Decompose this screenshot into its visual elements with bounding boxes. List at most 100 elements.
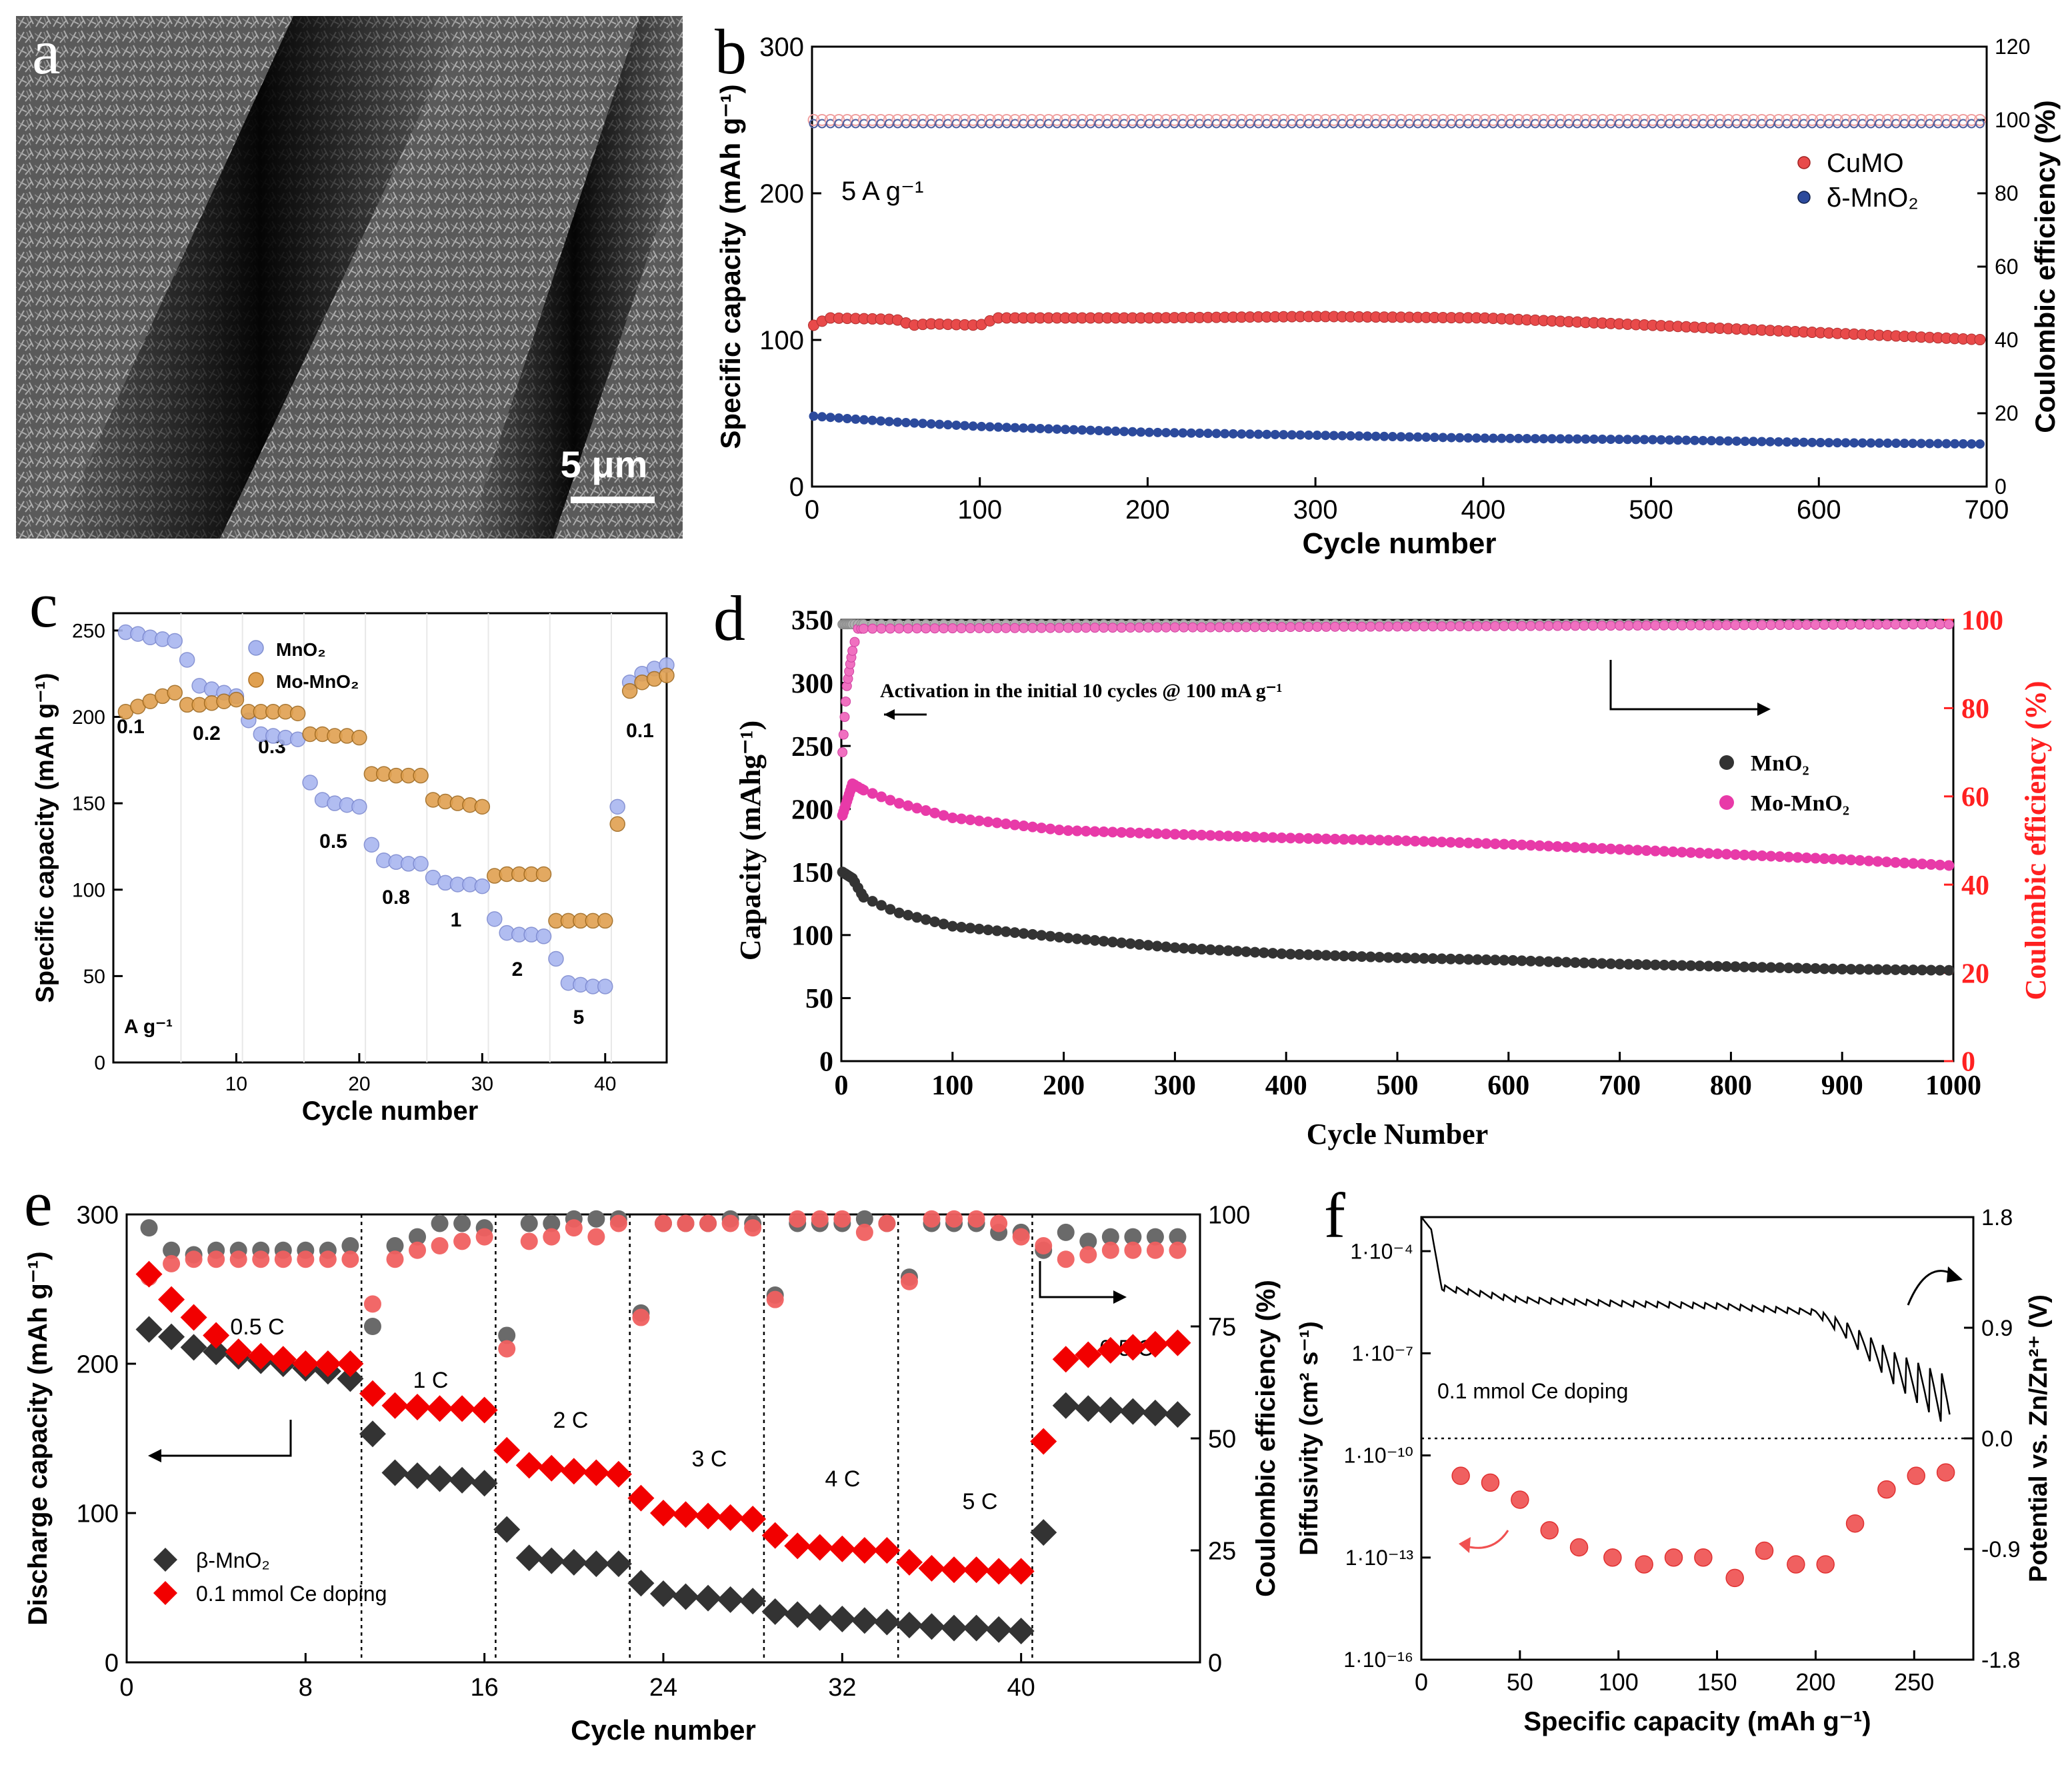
x-tick-label: 1000	[1925, 1070, 1981, 1101]
capacity-point-momno2	[1774, 851, 1785, 863]
capacity-point-dmno2	[1799, 437, 1809, 447]
capacity-point-dmno2	[1967, 439, 1977, 449]
ce-point-momno2	[1089, 623, 1100, 633]
ce-point-momno2	[1775, 620, 1785, 631]
capacity-point-mno2	[1907, 964, 1919, 976]
capacity-point-mno2	[1303, 949, 1314, 960]
ce-point-momno2	[938, 623, 949, 634]
panel-letter-b: b	[715, 16, 747, 87]
capacity-point-mno2	[885, 904, 896, 915]
legend-label-momno2: Mo-MnO₂	[1751, 791, 1849, 816]
diffusivity-point	[1755, 1541, 1774, 1560]
capacity-point-momno2	[1214, 830, 1225, 841]
diffusivity-point	[1907, 1466, 1925, 1485]
ce-point-beta	[587, 1210, 605, 1228]
capacity-point-dmno2	[1933, 439, 1943, 449]
rate-label: 0.1	[626, 720, 654, 742]
x-axis-title: Cycle number	[302, 1096, 479, 1126]
ce-point-cumo	[1587, 114, 1600, 126]
capacity-point-momno2	[1677, 847, 1688, 858]
capacity-point-beta	[538, 1547, 565, 1574]
diffusivity-point	[1569, 1538, 1589, 1557]
ce-point-cumo	[1739, 114, 1751, 126]
ce-point-cumo	[1303, 114, 1315, 126]
capacity-point-momno2	[1018, 821, 1029, 832]
y-axis-title: Specific capacity (mAh g⁻¹)	[715, 84, 746, 449]
rate-label: 5 C	[963, 1489, 998, 1514]
ce-point-cumo	[1118, 114, 1131, 126]
ce-point-cumo	[1411, 114, 1424, 126]
capacity-point-momno2	[911, 803, 923, 814]
ce-point-ce	[990, 1214, 1008, 1232]
capacity-point-dmno2	[851, 414, 861, 424]
ce-point-cumo	[1227, 114, 1239, 126]
ce-point-cumo	[1067, 114, 1080, 126]
capacity-point-mno2	[1632, 958, 1643, 970]
ce-point-cumo	[1554, 114, 1567, 126]
capacity-point-dmno2	[1908, 439, 1918, 449]
ce-point-beta	[1169, 1228, 1187, 1246]
capacity-point-mno2	[1827, 963, 1839, 974]
ce-point-ce	[632, 1308, 650, 1326]
capacity-point-dmno2	[825, 413, 835, 423]
capacity-point-mno2	[1401, 952, 1412, 964]
ce-point-cumo	[1135, 114, 1147, 126]
ce-point-momno2	[1019, 623, 1029, 633]
capacity-point-ce	[672, 1501, 699, 1528]
y-tick-label: 40	[1995, 328, 2019, 352]
capacity-point-mno2	[1605, 958, 1617, 969]
ce-point-momno2	[1561, 621, 1572, 631]
ce-point-momno2	[1009, 623, 1020, 633]
capacity-point-momno2	[1747, 850, 1759, 861]
diffusivity-point	[1877, 1480, 1896, 1499]
ce-point-momno2	[947, 623, 958, 634]
ce-point-ce	[923, 1210, 941, 1228]
capacity-point-dmno2	[1203, 429, 1213, 439]
capacity-point-dmno2	[1069, 425, 1079, 435]
ce-point-momno2	[1597, 621, 1607, 631]
point-momno2	[621, 683, 638, 699]
y-tick-label: 300	[759, 33, 804, 62]
ce-axis-arrowhead	[1113, 1290, 1127, 1304]
capacity-point-momno2	[858, 785, 869, 796]
ce-point-momno2	[1695, 620, 1705, 631]
capacity-point-dmno2	[1488, 433, 1498, 443]
capacity-point-mno2	[1169, 942, 1181, 953]
capacity-point-mno2	[1810, 963, 1821, 974]
diffusivity-point	[1451, 1466, 1470, 1485]
ce-point-cumo	[1949, 114, 1961, 126]
capacity-point-ce	[337, 1350, 364, 1377]
ce-point-momno2	[1783, 620, 1794, 631]
legend-marker-beta	[153, 1548, 177, 1572]
capacity-point-ce	[873, 1537, 901, 1564]
x-tick-label: 600	[1797, 495, 1841, 525]
y-tick-label: 1·10⁻⁷	[1351, 1342, 1413, 1366]
ce-point-cumo	[1453, 114, 1466, 126]
capacity-point-dmno2	[1001, 423, 1011, 433]
capacity-point-mno2	[1569, 957, 1581, 968]
capacity-point-mno2	[1792, 962, 1803, 974]
capacity-point-beta	[1097, 1396, 1124, 1424]
capacity-point-ce	[963, 1556, 990, 1584]
point-mno2	[535, 928, 552, 944]
capacity-point-mno2	[1881, 964, 1892, 975]
ce-point-momno2	[1036, 623, 1047, 633]
capacity-point-mno2	[1383, 952, 1394, 963]
diffusivity-point	[1936, 1463, 1955, 1482]
capacity-point-ce	[627, 1484, 655, 1512]
capacity-point-mno2	[1258, 947, 1269, 958]
capacity-point-momno2	[1267, 832, 1279, 843]
ce-point-beta	[386, 1237, 404, 1255]
ce-point-cumo	[824, 114, 837, 126]
panel-d: 0 100 200 300 400 500 600 700 800 900 100005010015…	[713, 583, 2052, 1150]
capacity-point-ce	[806, 1534, 833, 1561]
ce-point-momno2	[1757, 620, 1767, 631]
ce-point-ce	[1101, 1241, 1119, 1259]
x-axis-title: Cycle Number	[1307, 1118, 1489, 1150]
ce-point-momno2	[1792, 620, 1803, 631]
capacity-point-dmno2	[1832, 438, 1842, 448]
y-tick-label: 300	[77, 1201, 119, 1229]
y-tick-label: 120	[1995, 35, 2030, 59]
ce-point-ce	[833, 1210, 851, 1228]
capacity-point-dmno2	[1899, 439, 1909, 449]
